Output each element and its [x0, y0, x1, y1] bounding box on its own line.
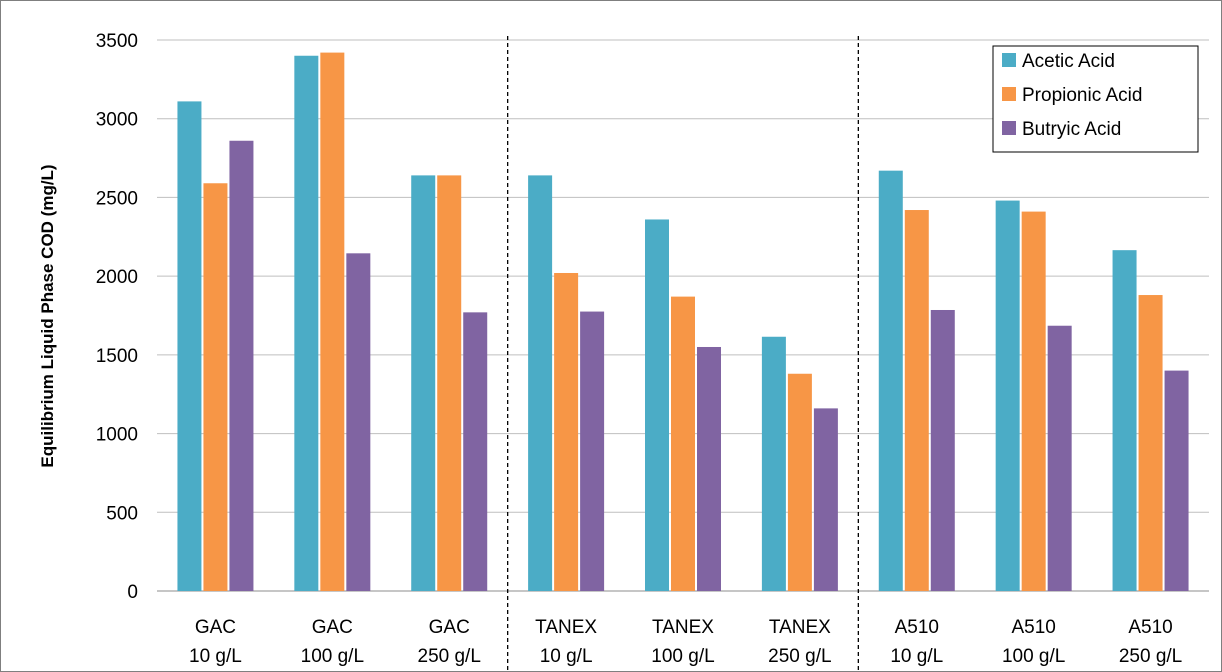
bar-propionic-acid-8: [1139, 295, 1163, 591]
bar-butryic-acid-1: [346, 253, 370, 591]
legend: Acetic Acid Propionic Acid Butryic Acid: [993, 46, 1198, 152]
bar-propionic-acid-0: [203, 183, 227, 591]
y-axis-title: Equilibrium Liquid Phase COD (mg/L): [38, 164, 57, 467]
x-category-label: 250 g/L: [1119, 646, 1182, 667]
legend-label: Acetic Acid: [1022, 51, 1115, 72]
x-category-label: 100 g/L: [301, 646, 364, 667]
x-axis-labels: GAC 10 g/L GAC 100 g/L GAC 250 g/L TANEX 10 g/L…: [189, 617, 1182, 667]
x-category-label: 10 g/L: [540, 646, 593, 667]
bar-propionic-acid-2: [437, 175, 461, 591]
x-category-label: A510: [1011, 617, 1055, 638]
y-tick-label: 3500: [96, 31, 138, 52]
x-category-label: 10 g/L: [189, 646, 242, 667]
y-tick-label: 2000: [96, 267, 138, 288]
bar-butryic-acid-6: [931, 310, 955, 591]
bar-propionic-acid-6: [905, 210, 929, 591]
legend-label: Butryic Acid: [1022, 119, 1121, 140]
bar-propionic-acid-7: [1022, 212, 1046, 591]
y-tick-label: 3000: [96, 110, 138, 131]
x-category-label: 10 g/L: [890, 646, 943, 667]
bar-propionic-acid-3: [554, 273, 578, 591]
x-category-label: TANEX: [535, 617, 597, 638]
bar-acetic-acid-1: [294, 56, 318, 591]
y-tick-label: 1000: [96, 425, 138, 446]
y-tick-label: 0: [127, 582, 138, 603]
bar-butryic-acid-2: [463, 312, 487, 591]
bar-acetic-acid-5: [762, 337, 786, 591]
x-category-label: 100 g/L: [1002, 646, 1065, 667]
legend-label: Propionic Acid: [1022, 85, 1142, 106]
x-category-label: GAC: [312, 617, 353, 638]
x-category-label: TANEX: [769, 617, 831, 638]
x-category-label: 100 g/L: [651, 646, 714, 667]
bar-acetic-acid-0: [177, 101, 201, 591]
bar-propionic-acid-5: [788, 374, 812, 591]
bar-butryic-acid-8: [1165, 371, 1189, 591]
x-category-label: 250 g/L: [418, 646, 481, 667]
bar-acetic-acid-7: [996, 201, 1020, 591]
y-tick-label: 500: [106, 503, 138, 524]
bar-propionic-acid-1: [320, 53, 344, 591]
bar-acetic-acid-3: [528, 175, 552, 591]
bar-butryic-acid-4: [697, 347, 721, 591]
bar-butryic-acid-5: [814, 408, 838, 591]
x-category-label: GAC: [429, 617, 470, 638]
y-axis-ticks: 0 500 1000 1500 2000 2500 3000 3500: [96, 31, 138, 603]
bar-butryic-acid-0: [229, 141, 253, 591]
bar-butryic-acid-3: [580, 312, 604, 591]
x-category-label: A510: [895, 617, 939, 638]
legend-swatch: [1002, 121, 1016, 135]
bar-acetic-acid-4: [645, 219, 669, 591]
bar-butryic-acid-7: [1048, 326, 1072, 591]
y-tick-label: 2500: [96, 188, 138, 209]
bar-acetic-acid-8: [1113, 250, 1137, 591]
y-tick-label: 1500: [96, 346, 138, 367]
bar-acetic-acid-6: [879, 171, 903, 591]
x-category-label: TANEX: [652, 617, 714, 638]
bar-acetic-acid-2: [411, 175, 435, 591]
legend-swatch: [1002, 87, 1016, 101]
legend-swatch: [1002, 53, 1016, 67]
x-category-label: GAC: [195, 617, 236, 638]
x-category-label: A510: [1128, 617, 1172, 638]
bar-propionic-acid-4: [671, 297, 695, 591]
x-category-label: 250 g/L: [768, 646, 831, 667]
